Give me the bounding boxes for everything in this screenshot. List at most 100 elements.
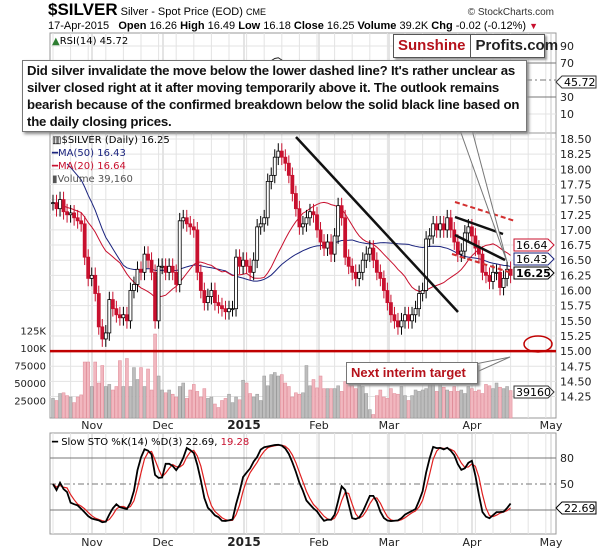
sto-k-line [52,443,512,524]
volume-bar [149,389,154,419]
candle-body [156,265,161,322]
candle-body [332,235,337,255]
volume-tick-label: 50000 [14,379,46,390]
candle-body [195,229,200,273]
ma20-value-tag: 16.64 [513,238,555,252]
volume-bar [396,393,400,419]
candle-body [262,217,267,225]
value-tag-text: 16.64 [516,239,548,252]
volume-tick-label: 100K [20,344,46,355]
volume-bar [431,384,435,419]
month-label: Dec [152,536,173,549]
volume-bar [82,361,87,419]
candle-body [501,277,506,288]
sto-title: Slow STO %K(14) %D(3) 22.69, [61,437,218,448]
candle-body [167,265,172,273]
volume-bar [420,389,425,419]
volume-bar [413,389,418,419]
candle-body [396,320,400,328]
close-label: Close [293,20,324,32]
candle-body [462,232,467,252]
logo-part2: Profits.com [475,37,559,54]
candle-body [279,150,284,158]
candle-body [170,265,175,273]
volume-bar [251,396,256,419]
volume-bar [385,398,390,419]
candle-body [61,199,66,213]
candle-body [339,205,344,219]
candle-body [220,305,224,310]
volume-bar [480,393,485,419]
candle-body [142,253,147,273]
value-tag-text: 16.25 [516,267,551,280]
volume-bar [75,396,80,419]
instrument-name: Silver - Spot Price (EOD) [120,6,243,18]
sto-tick-label: 50 [560,478,574,491]
volume-bar [234,396,238,419]
volume-bar [111,389,115,419]
volume-bar [392,393,397,419]
volume-bar [216,407,221,419]
ma20-line [59,201,511,298]
candle-body [427,235,432,240]
volume-bar [237,399,242,419]
candle-body [283,156,288,164]
volume-bar [79,394,83,419]
candle-body [360,259,365,273]
value-tag-box [513,385,555,399]
volume-bar [153,333,157,419]
candle-body [276,150,281,158]
volume-legend: ▮Volume 39,160 [52,174,133,186]
candle-body [336,205,341,237]
volume-bar [501,388,506,419]
volume-bar [220,400,224,419]
candle-body [202,290,207,304]
price-tick-label: 18.25 [560,148,592,161]
volume-bar [167,389,171,419]
sunshine-profits-logo: Sunshine Profits.com [393,34,558,58]
volume-bar [128,386,133,419]
candle-body [459,250,464,255]
candle-body [93,274,98,294]
volume-bar [452,386,457,419]
price-tick-label: 15.00 [560,345,592,358]
candle-body [114,308,119,316]
candle-body [251,259,256,273]
rsi-value-tag: 45.72 [555,75,597,89]
candle-body [301,223,305,228]
candle-body [487,274,492,282]
candle-body [188,223,193,228]
candle-body [241,259,245,267]
ma50-name: MA(50) [58,148,95,159]
volume-bar [463,393,467,419]
candle-body [431,223,436,237]
volume-bar [301,392,305,419]
volume-bar [100,365,105,419]
candle-body [234,256,238,310]
candle-body [128,290,133,322]
candle-body [132,284,136,291]
month-label: Feb [309,419,328,432]
volume-bar [311,379,316,419]
volume-bar [61,392,66,419]
candle-body [445,217,450,231]
month-label: Apr [462,536,482,549]
sto-legend: ━ Slow STO %K(14) %D(3) 22.69, 19.28 [52,437,250,448]
candle-body [117,314,122,319]
candle-body [494,271,499,274]
month-label: 2015 [227,535,260,549]
candle-body [389,302,393,316]
candle-body [371,247,376,261]
volume-bar [202,388,207,419]
candle-body [364,253,369,261]
price-tick-label: 14.50 [560,375,592,388]
open-value: 16.26 [149,20,178,32]
volume-label: Volume [357,20,397,32]
candle-body [424,238,429,291]
volume-bar [466,386,471,419]
candle-body [163,265,168,273]
candle-body [103,332,108,340]
volume-bar [498,386,502,419]
volume-name: Volume [57,174,95,185]
